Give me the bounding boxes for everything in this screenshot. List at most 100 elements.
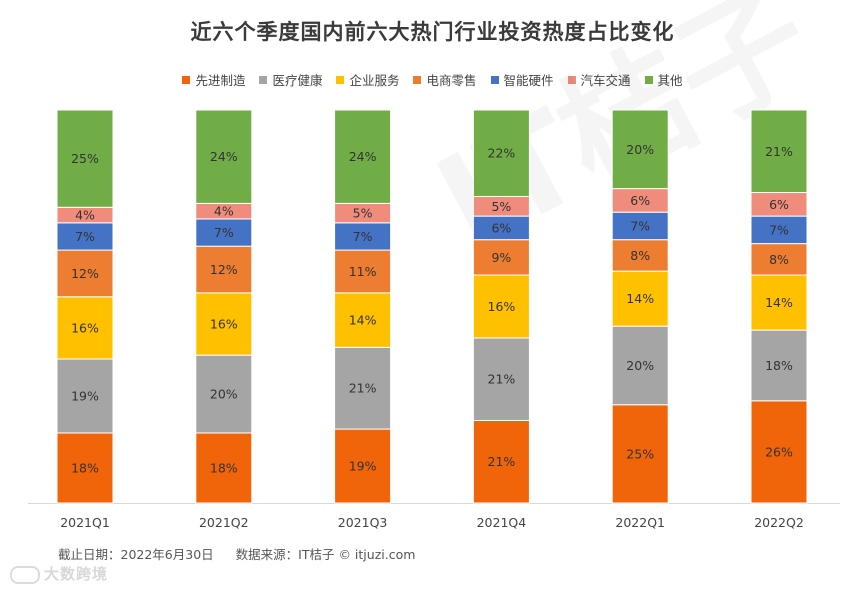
bar-segment bbox=[472, 337, 530, 421]
data-label: 25% bbox=[626, 446, 654, 461]
legend-item: 先进制造 bbox=[182, 70, 245, 89]
bar-segment bbox=[472, 239, 530, 276]
data-label: 14% bbox=[626, 291, 654, 306]
data-label: 8% bbox=[769, 252, 789, 267]
legend-label: 其他 bbox=[657, 73, 683, 88]
bar-segment bbox=[195, 354, 253, 434]
data-label: 24% bbox=[210, 149, 238, 164]
data-label: 16% bbox=[210, 317, 238, 332]
legend-label: 智能硬件 bbox=[503, 73, 554, 88]
data-label: 16% bbox=[488, 299, 516, 314]
legend-swatch bbox=[182, 75, 191, 84]
data-label: 7% bbox=[353, 229, 373, 244]
legend-swatch bbox=[413, 75, 422, 84]
legend-swatch bbox=[567, 75, 576, 84]
data-label: 12% bbox=[71, 266, 99, 281]
data-label: 22% bbox=[488, 146, 516, 161]
data-label: 18% bbox=[210, 460, 238, 475]
data-label: 18% bbox=[71, 460, 99, 475]
data-label: 9% bbox=[491, 250, 511, 265]
data-label: 6% bbox=[491, 220, 511, 235]
legend-item: 企业服务 bbox=[336, 70, 399, 89]
data-label: 7% bbox=[75, 229, 95, 244]
data-label: 21% bbox=[765, 144, 793, 159]
bar-segment bbox=[334, 292, 392, 348]
data-label: 6% bbox=[630, 193, 650, 208]
legend-item: 汽车交通 bbox=[567, 70, 631, 89]
bar-segment bbox=[334, 249, 392, 294]
bar-segment bbox=[750, 243, 808, 276]
bar-segment bbox=[611, 109, 669, 190]
legend-label: 汽车交通 bbox=[580, 73, 631, 88]
bar-segment bbox=[195, 432, 253, 504]
x-tick-label: 2021Q3 bbox=[338, 515, 388, 530]
data-label: 20% bbox=[626, 142, 654, 157]
legend-swatch bbox=[490, 75, 499, 84]
bar-segment bbox=[195, 245, 253, 294]
data-label: 21% bbox=[349, 381, 377, 396]
data-label: 7% bbox=[630, 218, 650, 233]
data-label: 8% bbox=[630, 248, 650, 263]
data-label: 14% bbox=[765, 295, 793, 310]
bar-segment bbox=[472, 274, 530, 339]
legend-item: 智能硬件 bbox=[490, 70, 554, 89]
bar-segment bbox=[750, 109, 808, 194]
x-tick-label: 2021Q2 bbox=[199, 515, 249, 530]
brand-logo: 大数跨境 bbox=[10, 563, 108, 584]
legend-label: 电商零售 bbox=[426, 73, 477, 88]
bar-segment bbox=[56, 222, 114, 251]
data-source: 数据来源：IT桔子 © itjuzi.com bbox=[235, 547, 416, 562]
legend-label: 先进制造 bbox=[195, 73, 246, 88]
data-label: 19% bbox=[71, 388, 99, 403]
data-label: 12% bbox=[210, 262, 238, 277]
data-label: 4% bbox=[75, 208, 95, 223]
bar-segment bbox=[195, 292, 253, 356]
data-label: 25% bbox=[71, 151, 99, 166]
bar-segment bbox=[611, 404, 669, 504]
legend-swatch bbox=[644, 75, 653, 84]
chart-title: 近六个季度国内前六大热门行业投资热度占比变化 bbox=[190, 20, 675, 44]
bar-segment bbox=[334, 109, 392, 204]
brand-text: 大数跨境 bbox=[44, 565, 109, 583]
bar-segment bbox=[195, 109, 253, 204]
legend-swatch bbox=[259, 75, 268, 84]
legend-item: 医疗健康 bbox=[259, 70, 322, 89]
data-label: 4% bbox=[214, 204, 234, 219]
data-label: 5% bbox=[353, 206, 373, 221]
legend-swatch bbox=[336, 75, 345, 84]
data-label: 24% bbox=[349, 149, 377, 164]
data-label: 11% bbox=[349, 264, 377, 279]
x-tick-label: 2021Q1 bbox=[60, 515, 110, 530]
legend-item: 其他 bbox=[644, 70, 683, 89]
x-tick-label: 2022Q1 bbox=[615, 515, 665, 530]
x-tick-label: 2021Q4 bbox=[477, 515, 527, 530]
data-label: 26% bbox=[765, 444, 793, 459]
data-label: 5% bbox=[491, 199, 511, 214]
cutoff-date: 截止日期：2022年6月30日 bbox=[58, 547, 214, 562]
bar-segment bbox=[334, 222, 392, 251]
data-label: 21% bbox=[488, 372, 516, 387]
chart-legend: 先进制造 医疗健康 企业服务 电商零售 智能硬件 汽车交通 其他 bbox=[0, 70, 865, 89]
brand-icon bbox=[10, 565, 40, 584]
bar-segment bbox=[750, 400, 808, 504]
data-label: 21% bbox=[488, 454, 516, 469]
data-label: 20% bbox=[210, 387, 238, 402]
legend-label: 医疗健康 bbox=[272, 73, 323, 88]
chart-footer: 截止日期：2022年6月30日 数据来源：IT桔子 © itjuzi.com bbox=[58, 544, 433, 563]
data-label: 7% bbox=[214, 225, 234, 240]
data-label: 20% bbox=[626, 358, 654, 373]
bar-segment bbox=[334, 428, 392, 504]
bar-segment bbox=[56, 109, 114, 208]
bar-segment bbox=[750, 215, 808, 245]
bar-segment bbox=[611, 211, 669, 241]
bar-segment bbox=[56, 249, 114, 298]
legend-label: 企业服务 bbox=[349, 73, 400, 88]
data-label: 19% bbox=[349, 459, 377, 474]
data-label: 7% bbox=[769, 222, 789, 237]
data-label: 18% bbox=[765, 358, 793, 373]
bar-segment bbox=[750, 329, 808, 402]
data-label: 6% bbox=[769, 197, 789, 212]
legend-item: 电商零售 bbox=[413, 70, 477, 89]
bar-segment bbox=[472, 109, 530, 197]
